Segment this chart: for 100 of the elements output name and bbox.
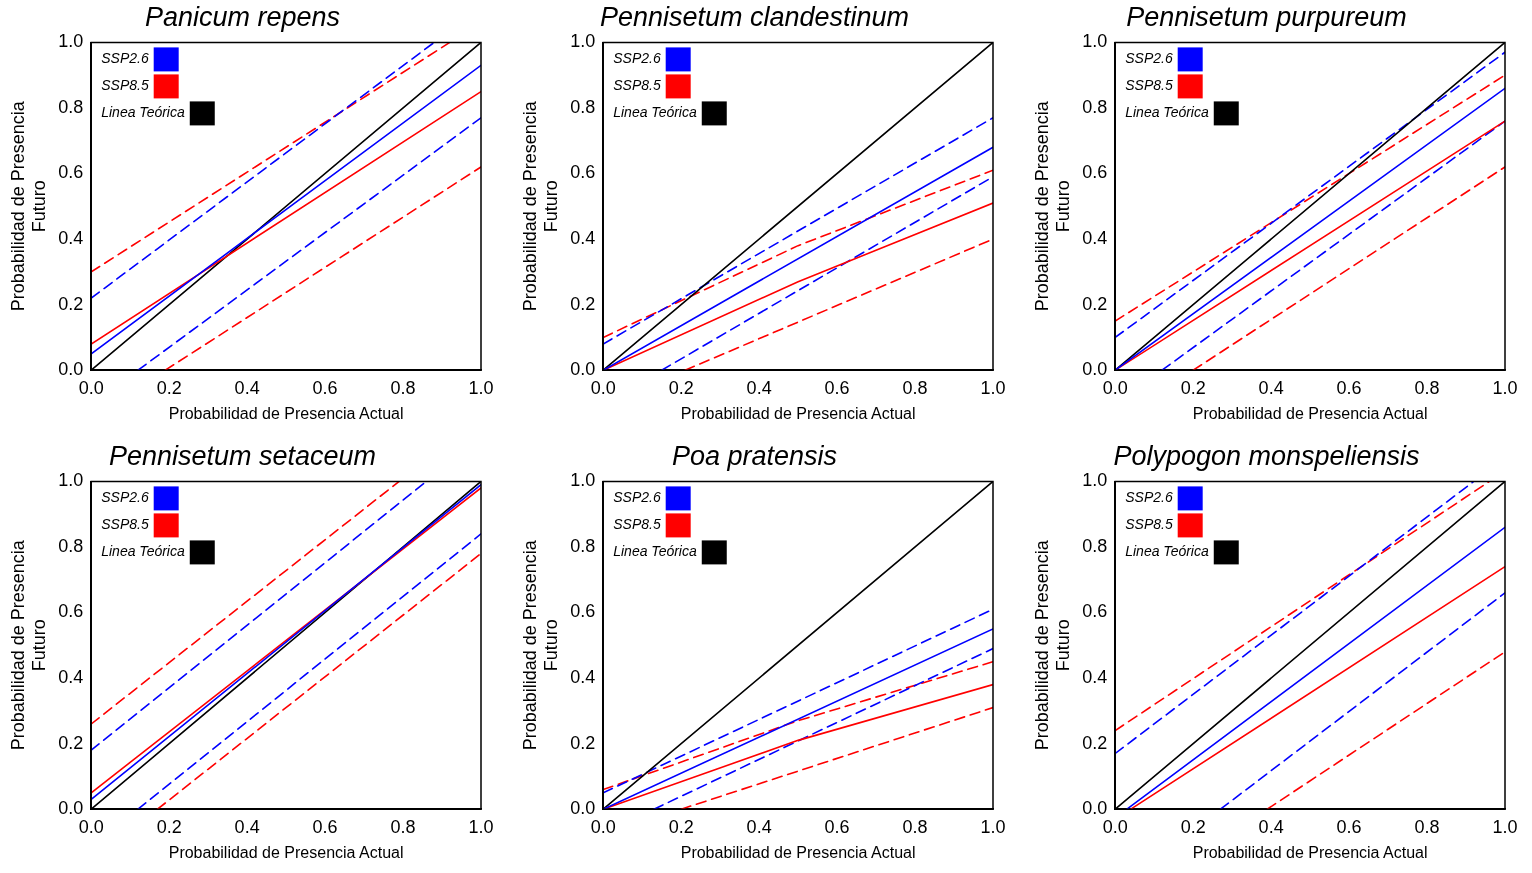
legend-label: SSP2.6: [613, 50, 661, 67]
x-axis-title: Probabilidad de Presencia Actual: [680, 404, 916, 422]
y-axis-title: Probabilidad de Presencia Futuro: [1031, 539, 1074, 751]
y-tick-label: 0.2: [1082, 293, 1108, 314]
chart-title: Pennisetum setaceum: [108, 440, 377, 471]
x-tick-label: 0.2: [668, 816, 694, 837]
chart-title: Pennisetum purpureum: [1126, 1, 1407, 32]
y-tick-label: 0.0: [58, 359, 84, 380]
x-tick-label: 0.2: [1180, 816, 1206, 837]
x-tick-label: 0.0: [78, 377, 104, 398]
y-tick-label: 0.4: [570, 667, 596, 688]
y-tick-label: 0.4: [1082, 228, 1108, 249]
legend-label: SSP8.5: [1125, 77, 1173, 94]
y-axis-title: Probabilidad de Presencia Futuro: [1031, 100, 1074, 312]
y-tick-label: 0.8: [58, 96, 84, 117]
y-tick-label: 0.4: [570, 228, 596, 249]
legend-label: Linea Teórica: [613, 543, 697, 560]
y-tick-label: 0.8: [1082, 535, 1108, 556]
y-axis-title: Probabilidad de Presencia Futuro: [519, 539, 562, 751]
legend-label: SSP2.6: [613, 489, 661, 506]
y-tick-label: 0.2: [1082, 732, 1108, 753]
y-tick-label: 0.4: [58, 228, 84, 249]
y-tick-label: 0.2: [570, 293, 596, 314]
x-tick-label: 0.8: [902, 377, 928, 398]
y-tick-label: 0.0: [570, 798, 596, 819]
x-tick-label: 0.0: [78, 816, 104, 837]
x-tick-label: 0.2: [156, 377, 182, 398]
legend-label: SSP8.5: [613, 516, 661, 533]
y-tick-label: 0.6: [58, 601, 84, 622]
chart-title: Polypogon monspeliensis: [1113, 440, 1420, 471]
y-tick-label: 0.0: [58, 798, 84, 819]
y-tick-label: 0.6: [1082, 162, 1108, 183]
chart-title: Pennisetum clandestinum: [599, 1, 910, 32]
x-tick-label: 0.2: [668, 377, 694, 398]
x-tick-label: 0.4: [234, 377, 260, 398]
x-tick-label: 0.2: [156, 816, 182, 837]
y-tick-label: 0.8: [570, 96, 596, 117]
x-tick-label: 0.6: [1336, 816, 1362, 837]
x-tick-label: 0.4: [1258, 377, 1284, 398]
y-tick-label: 1.0: [1082, 470, 1108, 491]
legend-label: SSP8.5: [1125, 516, 1173, 533]
y-tick-label: 1.0: [570, 31, 596, 52]
x-tick-label: 1.0: [468, 377, 494, 398]
y-tick-label: 0.0: [570, 359, 596, 380]
y-tick-label: 0.6: [1082, 601, 1108, 622]
y-tick-label: 0.8: [1082, 96, 1108, 117]
x-axis-title: Probabilidad de Presencia Actual: [168, 404, 404, 422]
legend-label: SSP8.5: [613, 77, 661, 94]
x-tick-label: 0.8: [1414, 816, 1440, 837]
legend-label: SSP8.5: [101, 77, 149, 94]
y-tick-label: 1.0: [58, 31, 84, 52]
y-tick-label: 0.2: [570, 732, 596, 753]
y-tick-label: 0.6: [58, 162, 84, 183]
legend-label: Linea Teórica: [1125, 543, 1209, 560]
y-tick-label: 0.2: [58, 293, 84, 314]
x-tick-label: 0.6: [312, 377, 338, 398]
legend-label: SSP2.6: [101, 50, 149, 67]
y-tick-label: 0.0: [1082, 359, 1108, 380]
x-tick-label: 0.2: [1180, 377, 1206, 398]
chart-title: Panicum repens: [144, 1, 341, 32]
x-tick-label: 1.0: [980, 816, 1006, 837]
x-tick-label: 0.8: [902, 816, 928, 837]
x-axis-title: Probabilidad de Presencia Actual: [1192, 404, 1428, 422]
x-tick-label: 1.0: [1492, 377, 1518, 398]
x-tick-label: 0.4: [746, 377, 772, 398]
x-tick-label: 0.8: [390, 377, 416, 398]
x-tick-label: 0.6: [824, 377, 850, 398]
y-tick-label: 0.0: [1082, 798, 1108, 819]
x-tick-label: 0.0: [590, 816, 616, 837]
x-tick-label: 0.6: [1336, 377, 1362, 398]
y-tick-label: 0.8: [570, 535, 596, 556]
legend-label: Linea Teórica: [613, 104, 697, 121]
x-axis-title: Probabilidad de Presencia Actual: [168, 843, 404, 861]
y-axis-title: Probabilidad de Presencia Futuro: [519, 100, 562, 312]
chart-title: Poa pratensis: [671, 440, 838, 471]
x-tick-label: 0.8: [1414, 377, 1440, 398]
x-tick-label: 0.8: [390, 816, 416, 837]
y-axis-title: Probabilidad de Presencia Futuro: [7, 539, 50, 751]
y-tick-label: 0.6: [570, 601, 596, 622]
x-tick-label: 0.6: [312, 816, 338, 837]
x-tick-label: 0.0: [1102, 816, 1128, 837]
x-axis-title: Probabilidad de Presencia Actual: [680, 843, 916, 861]
y-tick-label: 1.0: [1082, 31, 1108, 52]
legend-label: Linea Teórica: [101, 104, 185, 121]
y-tick-label: 0.8: [58, 535, 84, 556]
x-tick-label: 0.0: [590, 377, 616, 398]
x-axis-title: Probabilidad de Presencia Actual: [1192, 843, 1428, 861]
x-tick-label: 0.6: [824, 816, 850, 837]
x-tick-label: 0.0: [1102, 377, 1128, 398]
y-tick-label: 0.4: [1082, 667, 1108, 688]
x-tick-label: 0.4: [746, 816, 772, 837]
legend-label: Linea Teórica: [101, 543, 185, 560]
x-tick-label: 1.0: [980, 377, 1006, 398]
y-tick-label: 0.2: [58, 732, 84, 753]
x-tick-label: 1.0: [468, 816, 494, 837]
x-tick-label: 1.0: [1492, 816, 1518, 837]
legend-label: SSP2.6: [1125, 50, 1173, 67]
legend-label: SSP2.6: [1125, 489, 1173, 506]
y-tick-label: 0.6: [570, 162, 596, 183]
x-tick-label: 0.4: [1258, 816, 1284, 837]
